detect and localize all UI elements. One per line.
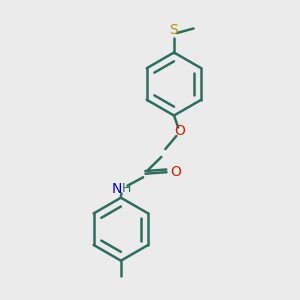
Text: O: O [174,124,185,138]
Text: S: S [169,22,178,37]
Text: O: O [170,165,181,179]
Text: H: H [122,182,131,195]
Text: N: N [112,182,122,196]
